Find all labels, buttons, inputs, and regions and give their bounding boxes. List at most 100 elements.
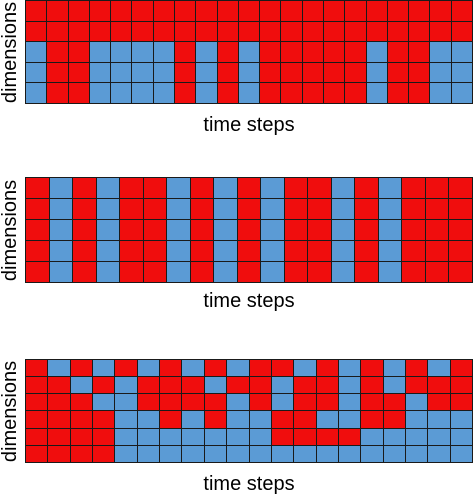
x-axis-label: time steps (203, 473, 295, 495)
cell-red (48, 445, 70, 462)
cell-red (47, 1, 68, 21)
cell-red (402, 262, 425, 282)
cell-blue (378, 241, 402, 261)
cell-red (271, 360, 294, 377)
cell-red (175, 21, 196, 42)
cell-blue (249, 411, 271, 428)
cell-blue (430, 83, 451, 103)
cell-red (115, 360, 137, 377)
cell-blue (96, 241, 120, 261)
cell-red (281, 42, 302, 62)
cell-blue (160, 445, 182, 462)
cell-blue (378, 178, 402, 198)
cell-red (26, 411, 48, 428)
cell-red (428, 394, 450, 411)
cell-red (316, 360, 338, 377)
cell-blue (331, 241, 355, 261)
cell-blue (378, 262, 402, 282)
cell-red (425, 262, 449, 282)
cell-blue (214, 199, 237, 219)
cell-blue (93, 394, 115, 411)
cell-blue (26, 83, 47, 103)
cell-red (160, 377, 182, 394)
cell-blue (132, 83, 153, 103)
cell-blue (316, 411, 338, 428)
cell-red (160, 394, 182, 411)
cell-red (302, 21, 323, 42)
cell-red (26, 241, 49, 261)
cell-blue (167, 178, 190, 198)
cell-red (361, 394, 383, 411)
cell-red (217, 42, 238, 62)
cell-blue (383, 377, 405, 394)
cell-red (70, 411, 93, 428)
cell-red (425, 220, 449, 240)
cell-red (175, 83, 196, 103)
y-axis-label-text: dimensions (0, 360, 22, 462)
cell-red (451, 21, 472, 42)
cell-blue (132, 62, 153, 83)
cell-red (428, 377, 450, 394)
cell-red (73, 241, 96, 261)
cell-red (143, 241, 167, 261)
cell-red (355, 178, 378, 198)
cell-blue (450, 428, 472, 445)
cell-red (316, 394, 338, 411)
cell-red (175, 42, 196, 62)
cell-red (345, 21, 366, 42)
cell-red (425, 178, 449, 198)
cell-blue (261, 241, 284, 261)
cell-red (449, 220, 472, 240)
cell-red (449, 262, 472, 282)
cell-blue (405, 394, 428, 411)
cell-red (196, 21, 217, 42)
cell-blue (383, 360, 405, 377)
cell-red (26, 220, 49, 240)
cell-red (182, 377, 204, 394)
cell-red (449, 178, 472, 198)
cell-red (111, 21, 132, 42)
cell-red (217, 1, 238, 21)
cell-red (26, 377, 48, 394)
cell-red (249, 360, 271, 377)
cell-red (47, 83, 68, 103)
cell-blue (338, 445, 361, 462)
cell-blue (89, 42, 111, 62)
cell-blue (49, 262, 73, 282)
cell-red (308, 199, 331, 219)
cell-red (450, 360, 472, 377)
cell-blue (96, 262, 120, 282)
cell-red (316, 377, 338, 394)
cell-blue (115, 428, 137, 445)
cell-red (143, 262, 167, 282)
cell-red (430, 1, 451, 21)
cell-blue (430, 62, 451, 83)
cell-red (238, 21, 260, 42)
cell-red (405, 377, 428, 394)
cell-red (366, 1, 387, 21)
cell-red (120, 262, 143, 282)
cell-blue (182, 411, 204, 428)
cell-red (355, 241, 378, 261)
cell-red (70, 360, 93, 377)
cell-grid (25, 0, 473, 104)
cell-blue (428, 428, 450, 445)
cell-red (387, 62, 409, 83)
cell-blue (137, 428, 160, 445)
panel-top: dimensions time steps (0, 0, 474, 140)
cell-red (284, 199, 308, 219)
panel-bottom: dimensions time steps (0, 359, 474, 495)
cell-blue (261, 178, 284, 198)
cell-blue (153, 62, 174, 83)
cell-blue (153, 83, 174, 103)
cell-red (302, 62, 323, 83)
cell-red (449, 199, 472, 219)
cell-red (68, 62, 89, 83)
cell-red (294, 411, 316, 428)
cell-red (26, 1, 47, 21)
cell-blue (214, 178, 237, 198)
cell-blue (271, 377, 294, 394)
cell-blue (331, 199, 355, 219)
cell-red (120, 220, 143, 240)
cell-red (450, 394, 472, 411)
